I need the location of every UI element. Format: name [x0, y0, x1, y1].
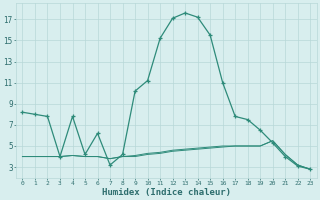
X-axis label: Humidex (Indice chaleur): Humidex (Indice chaleur)	[102, 188, 231, 197]
